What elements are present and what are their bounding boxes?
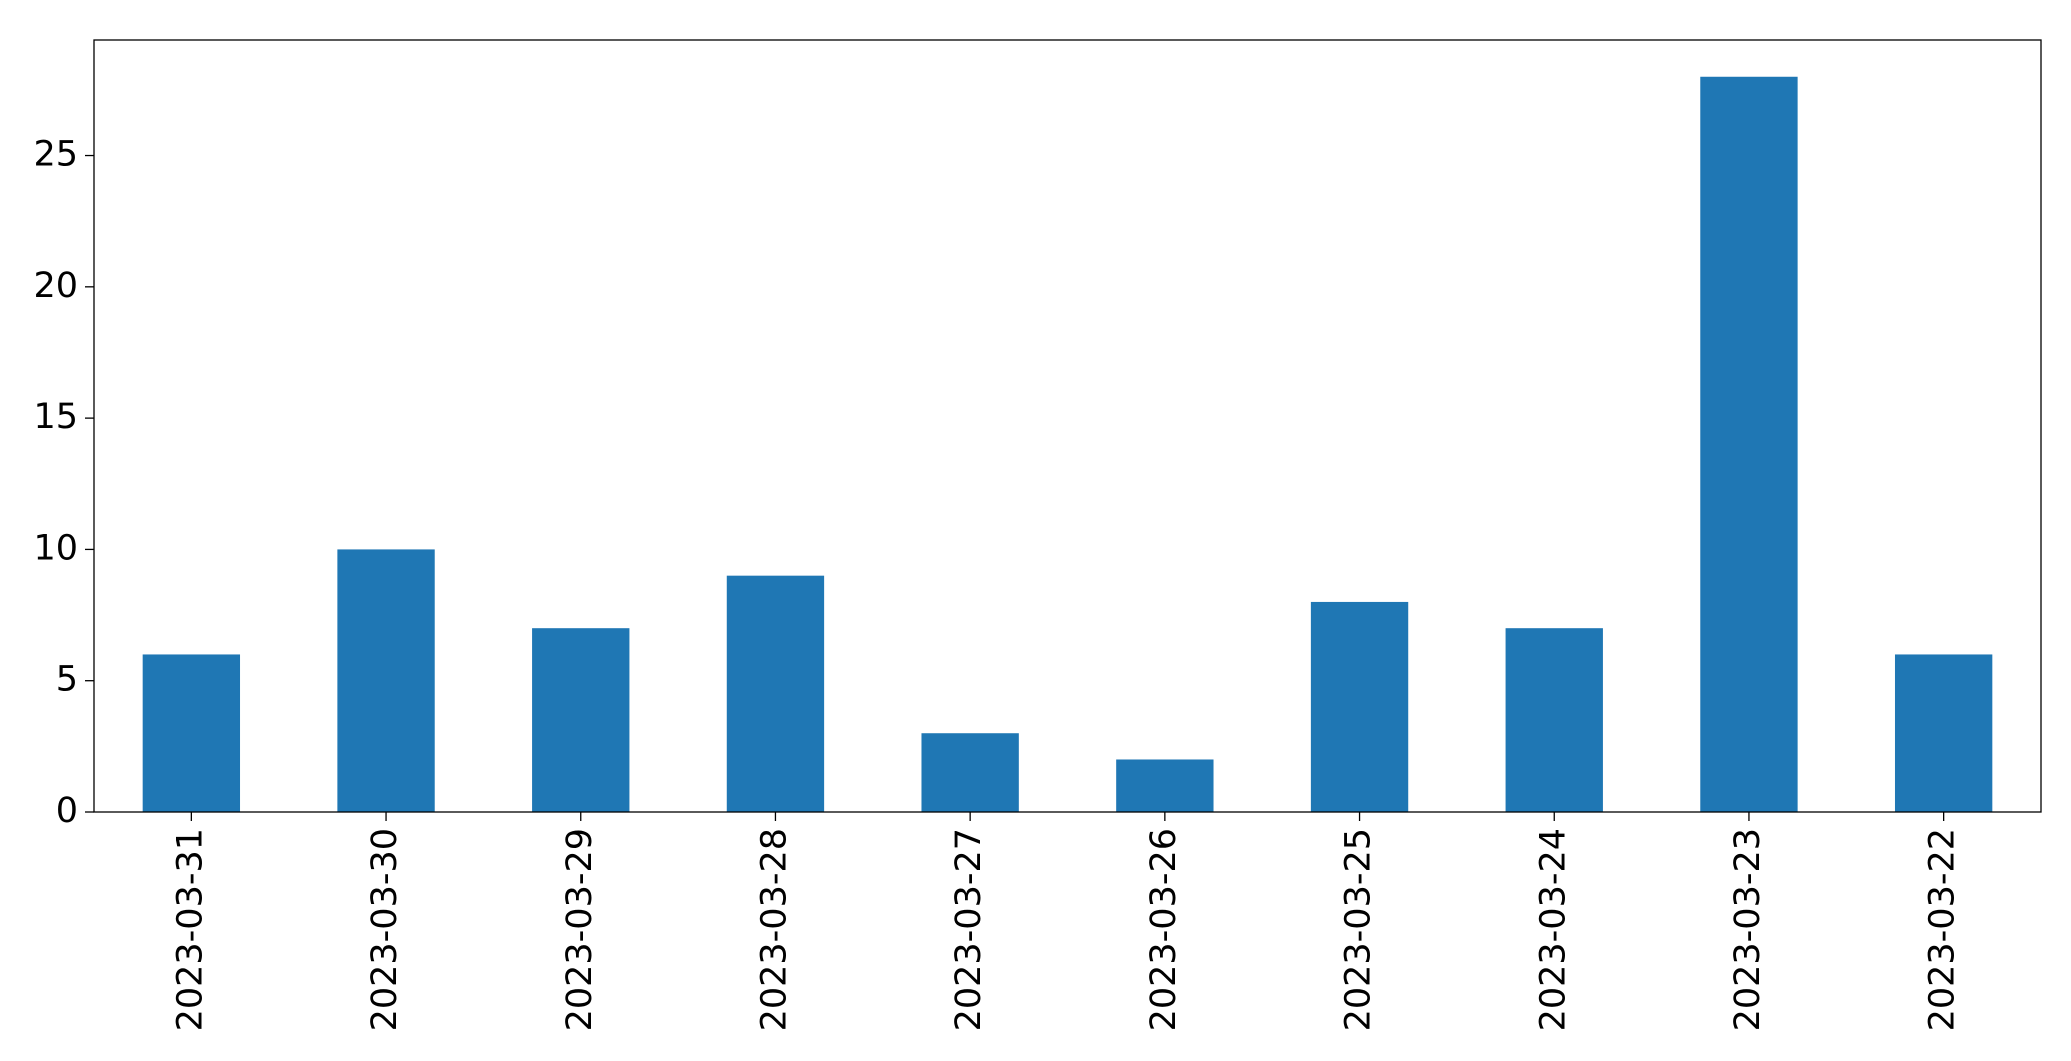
x-tick-label: 2023-03-31 [170,828,210,1031]
y-tick-label: 20 [33,266,78,306]
x-tick-label: 2023-03-29 [560,828,600,1031]
x-tick-label: 2023-03-27 [949,828,989,1031]
bar [1505,628,1603,812]
y-tick-label: 0 [56,791,78,831]
bar [337,549,435,812]
bar [921,733,1019,812]
y-tick-label: 25 [33,135,78,175]
bar [1116,759,1214,812]
x-tick-label: 2023-03-28 [754,828,794,1031]
x-tick-label: 2023-03-23 [1728,828,1768,1031]
x-tick-label: 2023-03-30 [365,828,405,1031]
bar [726,575,825,812]
bar [142,654,241,812]
bar [532,628,630,812]
x-tick-label: 2023-03-26 [1144,828,1184,1031]
x-tick-label: 2023-03-25 [1339,828,1379,1031]
x-tick-label: 2023-03-22 [1923,828,1963,1031]
y-tick-label: 10 [33,528,78,568]
y-tick-label: 15 [33,397,78,437]
plot-frame [93,39,2042,813]
bar [1310,601,1409,812]
bar [1700,76,1798,812]
bar [1894,654,1993,812]
y-tick-label: 5 [56,660,78,700]
x-tick-label: 2023-03-24 [1533,828,1573,1031]
